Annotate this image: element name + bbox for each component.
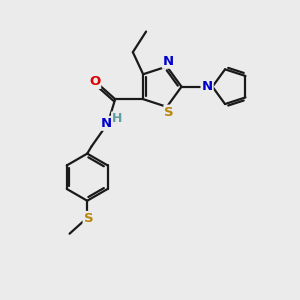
Text: O: O: [89, 75, 100, 88]
Text: N: N: [163, 55, 174, 68]
Text: S: S: [84, 212, 93, 225]
Text: N: N: [101, 117, 112, 130]
Text: S: S: [164, 106, 174, 119]
Text: H: H: [112, 112, 122, 125]
Text: N: N: [202, 80, 213, 93]
